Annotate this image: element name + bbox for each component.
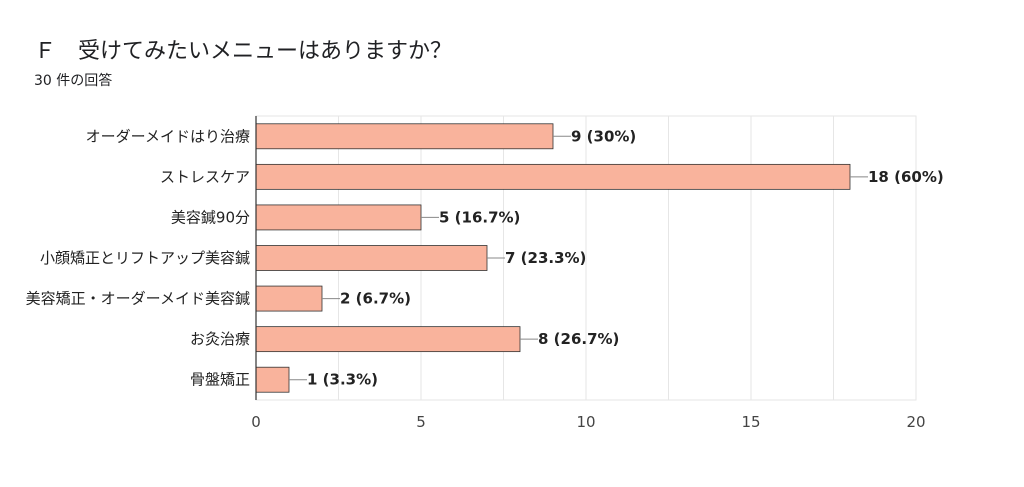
category-label: お灸治療 (190, 330, 250, 348)
data-label: 7 (23.3%) (505, 249, 586, 267)
x-tick-label: 20 (906, 413, 925, 431)
data-label: 9 (30%) (571, 127, 636, 145)
x-tick-label: 10 (576, 413, 595, 431)
category-label: 美容矯正・オーダーメイド美容鍼 (26, 290, 250, 308)
category-label: 小顔矯正とリフトアップ美容鍼 (40, 249, 250, 267)
x-tick-label: 15 (741, 413, 760, 431)
data-label: 5 (16.7%) (439, 208, 520, 226)
x-tick-label: 5 (416, 413, 426, 431)
bar (255, 245, 488, 271)
category-label: 美容鍼90分 (171, 208, 250, 226)
data-label: 1 (3.3%) (307, 371, 378, 389)
chart-title: Ｆ 受けてみたいメニューはありますか？ (34, 39, 453, 64)
bar (255, 204, 422, 231)
bar (255, 326, 521, 353)
bar (255, 123, 554, 150)
bar (255, 163, 851, 190)
bar (255, 285, 323, 312)
bar (255, 366, 290, 393)
data-label: 8 (26.7%) (538, 330, 619, 348)
data-label: 18 (60%) (868, 168, 944, 186)
category-label: ストレスケア (160, 168, 250, 186)
x-tick-label: 0 (251, 413, 261, 431)
response-count: 30 件の回答 (34, 73, 113, 89)
category-label: オーダーメイドはり治療 (86, 127, 250, 145)
category-label: 骨盤矯正 (190, 371, 250, 389)
data-label: 2 (6.7%) (340, 290, 411, 308)
